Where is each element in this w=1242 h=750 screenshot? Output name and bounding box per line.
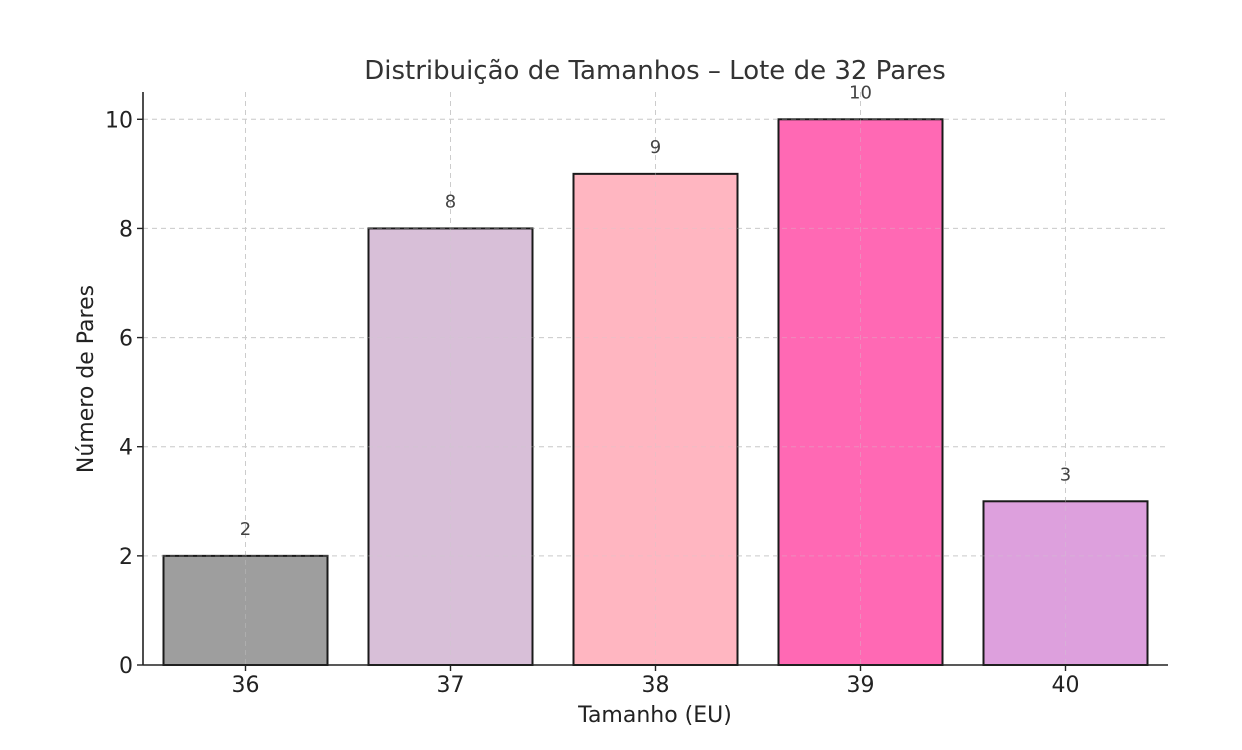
data-label: 8 <box>445 191 456 212</box>
x-tick-label: 36 <box>232 673 260 698</box>
y-tick-label: 0 <box>119 654 133 679</box>
x-tick-label: 38 <box>642 673 670 698</box>
x-axis-label: Tamanho (EU) <box>577 703 732 728</box>
bar-36 <box>162 554 329 666</box>
bars <box>162 118 1149 667</box>
bar-40 <box>982 500 1149 666</box>
y-tick-label: 8 <box>119 217 133 242</box>
y-tick-label: 10 <box>105 108 133 133</box>
y-tick-label: 4 <box>119 436 133 461</box>
data-labels: 2 8 9 10 3 <box>240 82 1071 540</box>
data-label: 9 <box>650 137 661 158</box>
data-label: 10 <box>849 82 872 103</box>
x-tick-label: 39 <box>847 673 875 698</box>
data-label: 2 <box>240 519 251 540</box>
x-tick-label: 40 <box>1052 673 1080 698</box>
y-tick-label: 6 <box>119 327 133 352</box>
bar-38 <box>572 172 739 666</box>
y-tick-label: 2 <box>119 545 133 570</box>
bar-39 <box>777 118 944 667</box>
x-tick-label: 37 <box>437 673 465 698</box>
y-axis-label: Número de Pares <box>74 285 99 473</box>
data-label: 3 <box>1060 464 1071 485</box>
grid-overlay <box>143 92 1168 666</box>
chart-title: Distribuição de Tamanhos – Lote de 32 Pa… <box>364 56 946 86</box>
